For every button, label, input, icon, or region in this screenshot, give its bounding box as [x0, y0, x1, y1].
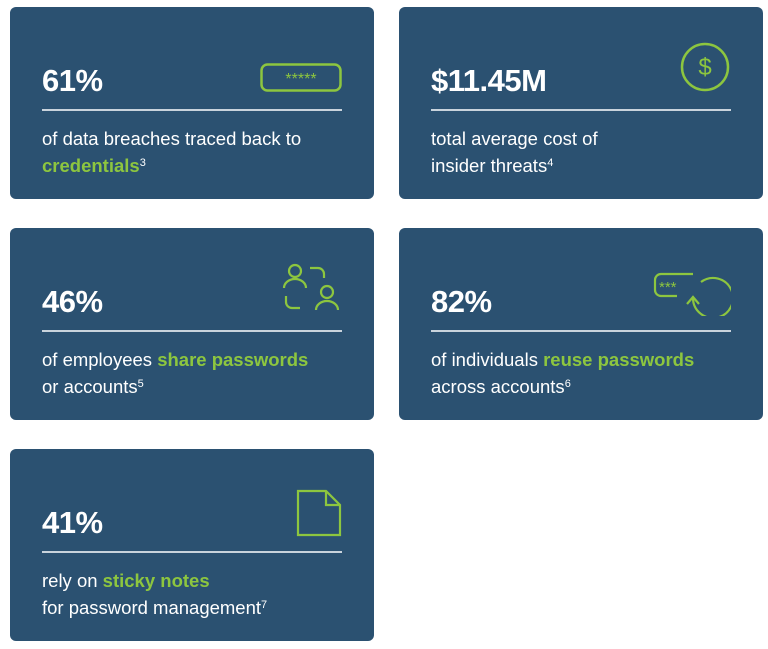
- divider: [431, 109, 731, 111]
- stat-value: 46%: [42, 284, 103, 319]
- stat-value: 82%: [431, 284, 492, 319]
- stat-value: 41%: [42, 505, 103, 540]
- password-field-icon: *****: [260, 63, 342, 92]
- stat-description: of individuals reuse passwords across acc…: [431, 349, 695, 397]
- stat-description: rely on sticky notes for password managem…: [42, 570, 268, 618]
- sticky-note-icon: [296, 489, 342, 537]
- stat-value: 61%: [42, 63, 103, 98]
- svg-text:*****: *****: [285, 71, 316, 88]
- divider: [42, 551, 342, 553]
- stat-card-credentials: 61% ***** of data breaches traced back t…: [10, 7, 374, 199]
- password-reuse-icon: ***: [653, 272, 731, 316]
- people-share-icon: [282, 263, 340, 311]
- stat-card-sticky-notes: 41% rely on sticky notes for password man…: [10, 449, 374, 641]
- divider: [42, 330, 342, 332]
- stat-description: of employees share passwords or accounts5: [42, 349, 309, 397]
- stat-description: total average cost of insider threats4: [431, 128, 598, 176]
- stat-card-reuse-passwords: 82% *** of individuals reuse passwords ac…: [399, 228, 763, 420]
- svg-text:$: $: [698, 54, 711, 81]
- divider: [42, 109, 342, 111]
- stat-value: $11.45M: [431, 63, 547, 98]
- stat-card-insider-threats: $11.45M $ total average cost of insider …: [399, 7, 763, 199]
- stat-description: of data breaches traced back to credenti…: [42, 128, 302, 176]
- svg-text:***: ***: [659, 279, 677, 296]
- stat-card-share-passwords: 46% of employees share passwords or accou…: [10, 228, 374, 420]
- dollar-circle-icon: $: [680, 42, 730, 92]
- divider: [431, 330, 731, 332]
